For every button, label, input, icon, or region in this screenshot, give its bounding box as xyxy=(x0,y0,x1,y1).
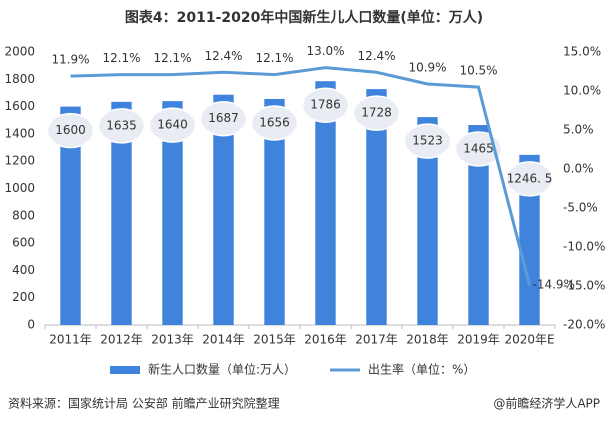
bar-value-label: 1786 xyxy=(310,98,341,112)
legend-label: 出生率（单位：%） xyxy=(368,362,475,377)
label-bubble xyxy=(46,112,95,149)
x-tick-label: 2013年 xyxy=(151,333,194,347)
bar xyxy=(162,101,183,325)
y-tick-label: 1400 xyxy=(4,126,35,140)
line-value-label: 10.9% xyxy=(408,60,446,74)
y-tick-label: 1800 xyxy=(4,72,35,86)
y2-tick-label: -15.0% xyxy=(563,279,605,293)
y-tick-label: 800 xyxy=(12,208,35,222)
line-value-label: 12.1% xyxy=(153,51,191,65)
x-tick-label: 2020年E xyxy=(504,333,554,347)
line-value-label: 12.1% xyxy=(255,51,293,65)
line-value-label: 11.9% xyxy=(51,53,89,67)
chart-title: 图表4：2011-2020年中国新生儿人口数量(单位：万人) xyxy=(125,9,483,26)
line-value-label: 13.0% xyxy=(306,44,344,58)
label-bubble xyxy=(505,161,554,197)
bar-value-label: 1465 xyxy=(463,142,494,156)
line xyxy=(70,66,531,286)
bar-value-label: 1656 xyxy=(259,115,290,129)
x-tick-label: 2012年 xyxy=(100,333,143,347)
label-bubble xyxy=(403,123,452,159)
line-value-label: -14.9% xyxy=(533,278,575,292)
bar xyxy=(417,117,438,325)
label-bubble xyxy=(97,108,146,144)
y2-tick-label: 0.0% xyxy=(563,162,594,176)
line-value-label: 12.1% xyxy=(102,51,140,65)
y2-tick-label: 5.0% xyxy=(563,123,594,137)
bar xyxy=(315,81,336,325)
bar-value-label: 1728 xyxy=(361,106,392,120)
label-bubble xyxy=(199,100,248,137)
bar xyxy=(264,98,285,326)
bar-value-label: 1523 xyxy=(412,134,443,148)
y-tick-label: 200 xyxy=(12,290,35,304)
bar xyxy=(60,106,81,325)
bar-value-label: 1635 xyxy=(106,118,137,132)
label-bubble xyxy=(148,107,197,143)
label-bubble xyxy=(250,105,299,141)
label-bubble xyxy=(352,95,401,131)
x-tick-label: 2011年 xyxy=(49,333,92,347)
line-value-label: 10.5% xyxy=(459,64,497,78)
bar-value-label: 1246. 5 xyxy=(507,171,553,185)
bar xyxy=(366,89,387,326)
bar-value-label: 1600 xyxy=(55,123,86,137)
bar xyxy=(213,94,234,325)
bar-value-label: 1640 xyxy=(157,118,188,132)
y2-tick-label: 10.0% xyxy=(563,84,601,98)
y2-tick-label: 15.0% xyxy=(563,45,601,59)
source: 资料来源：国家统计局 公安部 前瞻产业研究院整理 xyxy=(8,396,280,411)
bar xyxy=(468,125,489,325)
y2-tick-label: -5.0% xyxy=(563,201,598,215)
label-bubble xyxy=(301,87,350,123)
y-tick-label: 600 xyxy=(12,236,35,250)
bar xyxy=(519,154,540,325)
line-value-label: 12.4% xyxy=(204,49,242,63)
line-value-label: 12.4% xyxy=(357,49,395,63)
x-tick-label: 2015年 xyxy=(253,333,296,347)
y2-tick-label: -10.0% xyxy=(563,240,605,254)
legend-label: 新生人口数量（单位:万人） xyxy=(148,362,296,377)
y-tick-label: 2000 xyxy=(4,45,35,59)
y2-tick-label: -20.0% xyxy=(563,318,605,332)
label-bubble xyxy=(454,131,503,167)
legend-swatch xyxy=(110,366,140,374)
x-tick-label: 2019年 xyxy=(457,333,500,347)
y-tick-label: 1200 xyxy=(4,154,35,168)
y-tick-label: 1600 xyxy=(4,99,35,113)
y-tick-label: 400 xyxy=(12,263,35,277)
x-tick-label: 2014年 xyxy=(202,333,245,347)
y-tick-label: 0 xyxy=(27,318,35,332)
x-tick-label: 2016年 xyxy=(304,333,347,347)
x-tick-label: 2018年 xyxy=(406,333,449,347)
bar xyxy=(111,101,132,325)
footer: @前瞻经济学人APP xyxy=(493,396,600,411)
x-tick-label: 2017年 xyxy=(355,333,398,347)
y-tick-label: 1000 xyxy=(4,181,35,195)
bar-value-label: 1687 xyxy=(208,111,239,125)
